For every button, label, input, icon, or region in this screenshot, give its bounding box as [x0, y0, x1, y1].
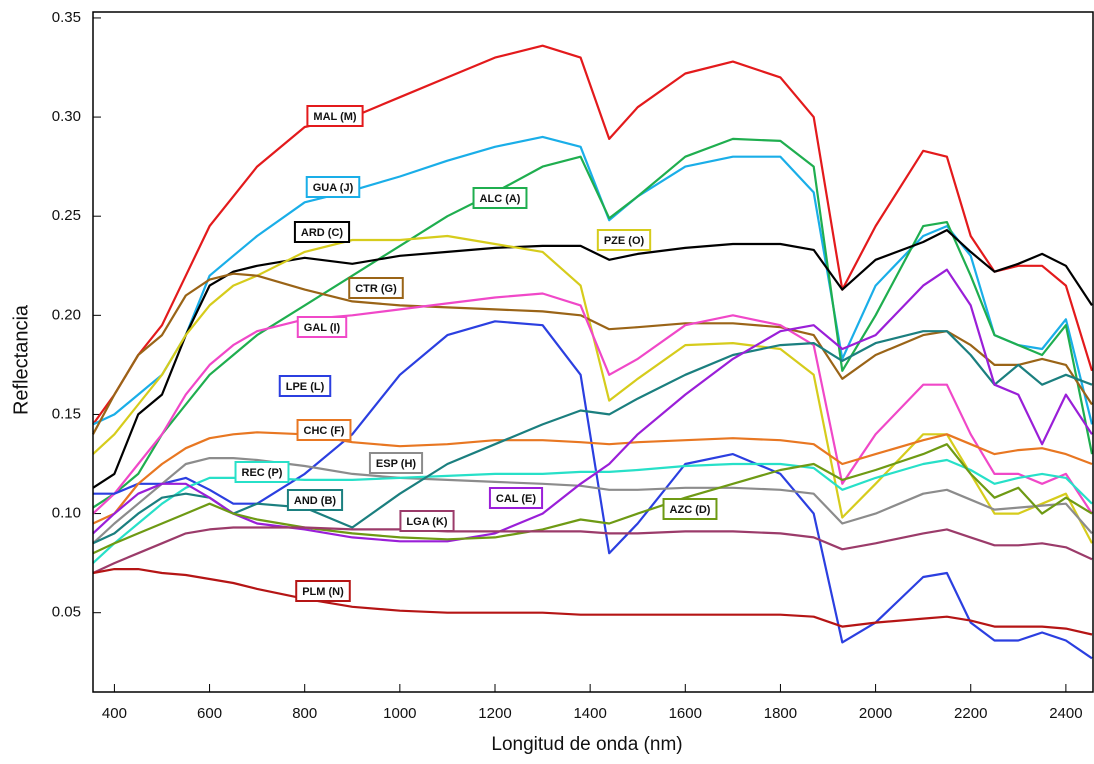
series-line: [92, 431, 1093, 525]
series-line: [92, 443, 1093, 555]
series-line: [92, 268, 1093, 543]
y-tick-label: 0.10: [52, 505, 81, 522]
legend-label: CHC (F): [304, 425, 345, 437]
legend-label: MAL (M): [313, 111, 357, 123]
legend-label: LPE (L): [286, 381, 325, 393]
x-axis-label: Longitud de onda (nm): [491, 734, 682, 755]
legend-label: ARD (C): [301, 227, 343, 239]
y-tick-label: 0.30: [52, 108, 81, 125]
legend-box: [472, 187, 528, 209]
x-tick-label: 600: [197, 705, 222, 722]
series-line: [92, 568, 1093, 636]
series-line: [92, 234, 1093, 544]
legend-box: [368, 452, 424, 474]
legend-label: ESP (H): [376, 458, 416, 470]
legend-box: [306, 105, 364, 127]
y-tick-label: 0.20: [52, 306, 81, 323]
legend-box: [399, 510, 455, 532]
x-tick-label: 1000: [383, 705, 416, 722]
x-tick-label: 1600: [669, 705, 702, 722]
legend-box: [296, 316, 348, 338]
legend-label: GAL (I): [304, 322, 341, 334]
x-tick-label: 2400: [1049, 705, 1082, 722]
y-tick-label: 0.05: [52, 604, 81, 621]
legend-box: [596, 229, 652, 251]
x-tick-label: 800: [292, 705, 317, 722]
legend-label: CAL (E): [496, 493, 536, 505]
series-line: [92, 458, 1093, 564]
legend-box: [348, 277, 404, 299]
legend-box: [234, 461, 290, 483]
legend-box: [296, 419, 352, 441]
legend-label: PLM (N): [302, 586, 344, 598]
x-tick-label: 1200: [478, 705, 511, 722]
legend-box: [662, 498, 718, 520]
series-line: [92, 229, 1093, 489]
series-line: [92, 292, 1093, 515]
legend-label: LGA (K): [406, 516, 447, 528]
series-line: [92, 457, 1093, 545]
y-tick-label: 0.25: [52, 207, 81, 224]
legend-box: [286, 489, 344, 511]
legend-label: AND (B): [294, 495, 336, 507]
legend-box: [293, 221, 351, 243]
x-tick-label: 1400: [573, 705, 606, 722]
x-tick-label: 2000: [859, 705, 892, 722]
legend-box: [305, 176, 361, 198]
legend-label: CTR (G): [355, 283, 397, 295]
x-tick-label: 2200: [954, 705, 987, 722]
series-line: [92, 135, 1094, 426]
x-tick-label: 1800: [764, 705, 797, 722]
legend-label: GUA (J): [313, 182, 354, 194]
legend-label: REC (P): [242, 467, 283, 479]
legend-label: PZE (O): [604, 235, 645, 247]
legend-label: AZC (D): [670, 504, 711, 516]
x-tick-label: 400: [102, 705, 127, 722]
legend-label: ALC (A): [480, 193, 521, 205]
series-line: [92, 526, 1093, 574]
y-axis-label: Reflectancia: [10, 304, 32, 415]
y-tick-label: 0.15: [52, 405, 81, 422]
legend-box: [295, 580, 351, 602]
series-line: [93, 320, 1093, 660]
series-line: [92, 44, 1094, 426]
legend-box: [488, 487, 544, 509]
y-tick-label: 0.35: [52, 9, 81, 26]
series-line: [92, 330, 1093, 545]
legend-box: [278, 375, 332, 397]
series-line: [92, 137, 1094, 509]
series-line: [92, 272, 1093, 435]
plot-frame: [92, 11, 1094, 693]
